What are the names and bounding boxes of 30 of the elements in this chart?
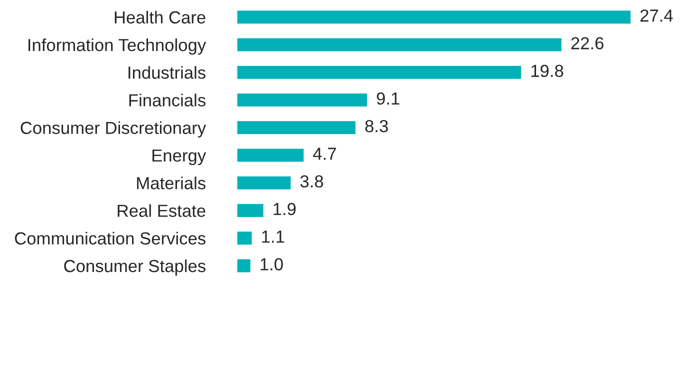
bar <box>236 9 632 25</box>
data-label: 19.8 <box>531 64 564 78</box>
data-label: 9.1 <box>376 92 400 105</box>
y-tick-label: Real Estate <box>118 204 206 217</box>
y-tick-label: Financials <box>129 94 206 106</box>
bar <box>236 230 254 246</box>
y-tick-label: Communication Services <box>14 232 206 245</box>
bar <box>236 258 252 274</box>
data-label: 3.8 <box>300 175 324 188</box>
bar <box>236 92 368 108</box>
y-tick-label: Information Technology <box>28 38 206 55</box>
y-tick-label: Materials <box>137 176 206 190</box>
y-tick-label: Energy <box>152 150 206 166</box>
data-label: 1.0 <box>260 258 283 270</box>
y-tick-label: Consumer Discretionary <box>20 121 206 138</box>
data-label: 22.6 <box>571 37 604 50</box>
bar <box>236 64 522 80</box>
data-label: 4.7 <box>313 148 336 160</box>
bar <box>236 175 292 191</box>
data-label: 1.1 <box>262 230 284 243</box>
y-tick-label: Consumer Staples <box>64 259 206 276</box>
bar <box>236 202 265 218</box>
bar <box>236 120 357 136</box>
bar <box>236 147 306 164</box>
data-label: 27.4 <box>640 9 673 22</box>
data-label: 1.9 <box>274 202 296 216</box>
y-tick-label: Health Care <box>114 10 206 24</box>
bar <box>236 36 563 53</box>
y-tick-label: Industrials <box>128 66 206 79</box>
data-label: 8.3 <box>365 120 388 132</box>
